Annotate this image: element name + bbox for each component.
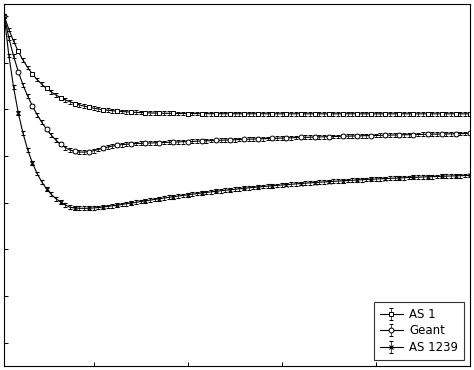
Legend: AS 1, Geant, AS 1239: AS 1, Geant, AS 1239 <box>374 302 464 360</box>
